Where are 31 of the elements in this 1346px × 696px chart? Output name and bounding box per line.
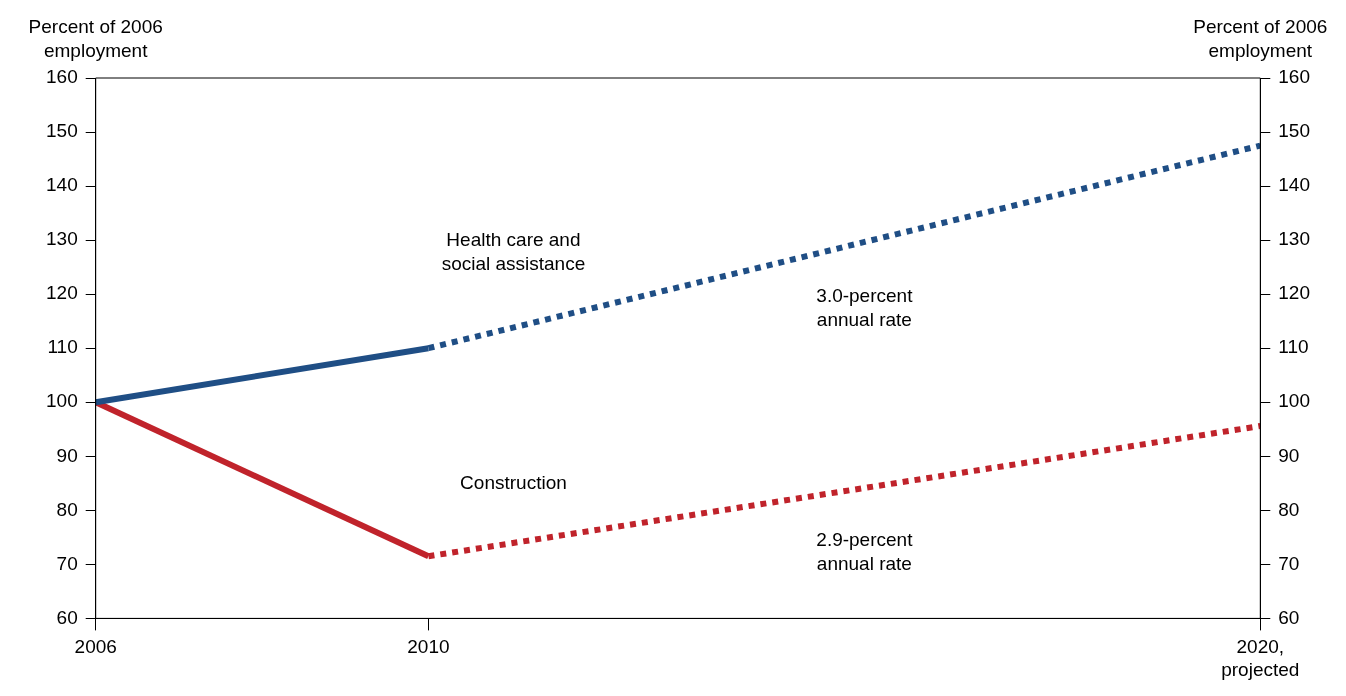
y2-tick-label: 70: [1278, 552, 1300, 574]
y2-axis-title: Percent of 2006 employment: [1193, 16, 1328, 62]
x-tick-label: 2006: [74, 636, 117, 658]
y2-tick-label: 140: [1278, 174, 1310, 196]
y2-tick-label: 100: [1278, 390, 1310, 412]
y2-tick-label: 80: [1278, 498, 1300, 520]
y-tick-label: 160: [46, 66, 78, 88]
y-tick-label: 140: [46, 174, 78, 196]
y-tick-label: 80: [56, 498, 78, 520]
text: Construction: [460, 472, 567, 494]
y2-tick-label: 110: [1278, 336, 1309, 358]
y2-tick-label: 160: [1278, 66, 1310, 88]
y2-tick-label: 90: [1278, 444, 1300, 466]
y-tick-label: 120: [46, 282, 78, 304]
y2-tick-label: 130: [1278, 228, 1310, 250]
annotation: 3.0-percent annual rate: [816, 285, 914, 331]
y2-tick-label: 120: [1278, 282, 1310, 304]
y-tick-label: 110: [47, 336, 78, 358]
y2-tick-label: 60: [1278, 606, 1300, 628]
y-axis-title: Percent of 2006 employment: [28, 16, 163, 62]
y-tick-label: 100: [46, 390, 78, 412]
text: Health care and social assistance: [441, 229, 586, 275]
y-tick-label: 70: [56, 552, 78, 574]
annotation: 2.9-percent annual rate: [816, 529, 914, 575]
y-tick-label: 130: [46, 228, 78, 250]
x-tick-label: 2020, projected: [1221, 636, 1300, 680]
y-tick-label: 150: [46, 120, 78, 142]
y2-tick-label: 150: [1278, 120, 1310, 142]
y-tick-label: 60: [56, 606, 78, 628]
y-tick-label: 90: [56, 444, 78, 466]
x-tick-label: 2010: [407, 636, 450, 658]
